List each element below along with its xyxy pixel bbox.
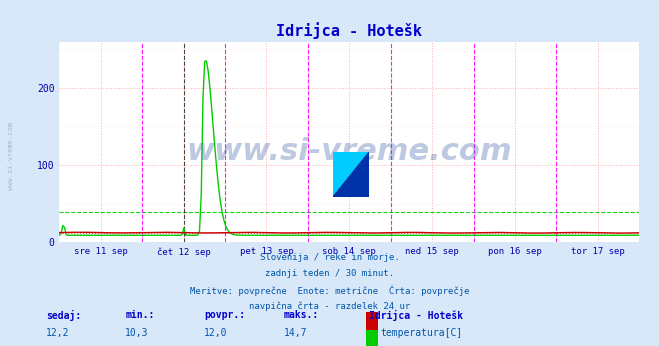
Polygon shape: [333, 152, 369, 197]
Text: 10,3: 10,3: [125, 328, 149, 338]
Title: Idrijca - Hotešk: Idrijca - Hotešk: [276, 22, 422, 39]
Text: min.:: min.:: [125, 310, 155, 320]
Text: 14,7: 14,7: [283, 328, 307, 338]
Text: zadnji teden / 30 minut.: zadnji teden / 30 minut.: [265, 269, 394, 278]
Text: 12,2: 12,2: [46, 328, 70, 338]
Text: www.si-vreme.com: www.si-vreme.com: [186, 137, 512, 166]
Polygon shape: [333, 152, 369, 197]
Text: navpična črta - razdelek 24 ur: navpična črta - razdelek 24 ur: [249, 301, 410, 310]
Text: sedaj:: sedaj:: [46, 310, 81, 321]
Text: povpr.:: povpr.:: [204, 310, 245, 320]
Text: 12,0: 12,0: [204, 328, 228, 338]
Text: Meritve: povprečne  Enote: metrične  Črta: povprečje: Meritve: povprečne Enote: metrične Črta:…: [190, 285, 469, 295]
Text: Idrijca - Hotešk: Idrijca - Hotešk: [369, 310, 463, 321]
Text: Slovenija / reke in morje.: Slovenija / reke in morje.: [260, 253, 399, 262]
Text: temperatura[C]: temperatura[C]: [381, 328, 463, 338]
Text: maks.:: maks.:: [283, 310, 318, 320]
Text: www.si-vreme.com: www.si-vreme.com: [8, 122, 14, 190]
